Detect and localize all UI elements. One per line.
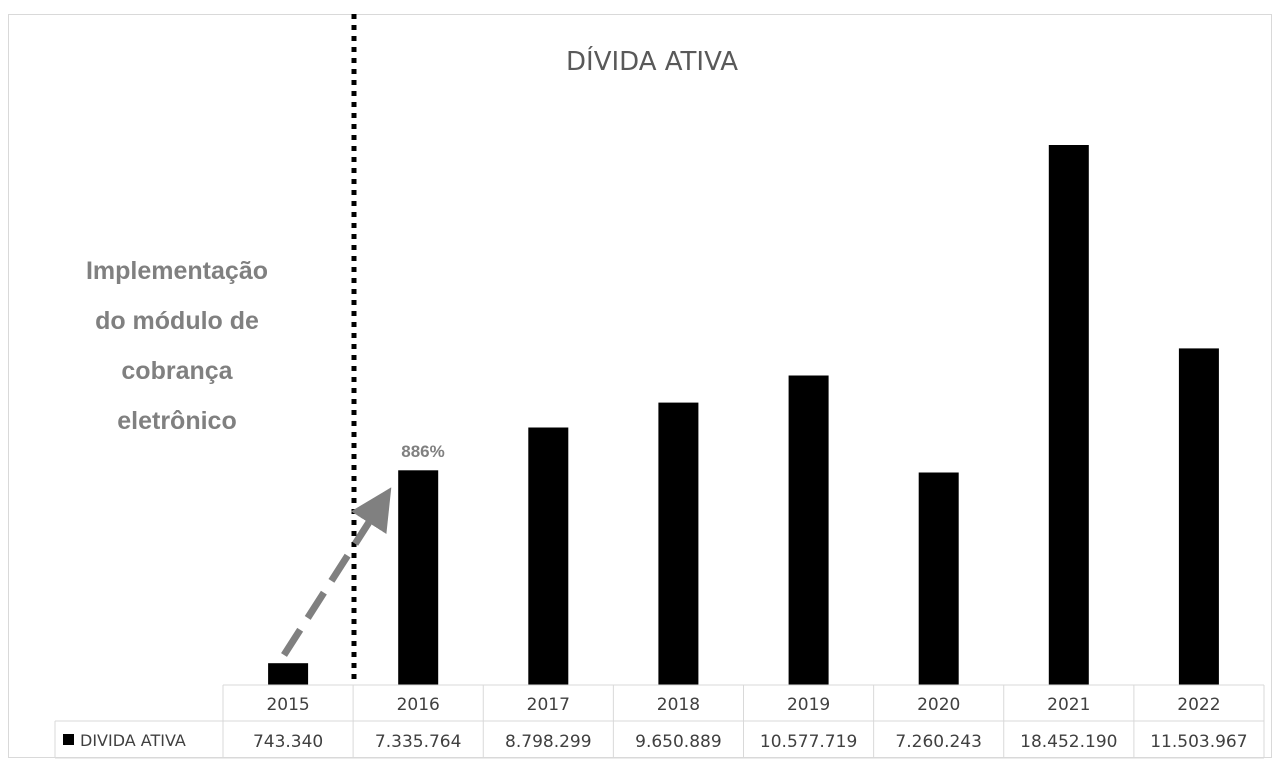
value-label-2022: 11.503.967 bbox=[1150, 732, 1247, 752]
growth-percentage-label: 886% bbox=[401, 442, 444, 461]
category-label-2020: 2020 bbox=[917, 695, 960, 715]
annotation-line-4: eletrônico bbox=[117, 407, 236, 435]
annotation-line-1: Implementação bbox=[86, 257, 268, 285]
category-label-2015: 2015 bbox=[266, 695, 309, 715]
value-label-2020: 7.260.243 bbox=[895, 732, 982, 752]
category-label-2018: 2018 bbox=[657, 695, 700, 715]
value-label-2018: 9.650.889 bbox=[635, 732, 722, 752]
bar-2020 bbox=[918, 472, 959, 685]
category-label-2021: 2021 bbox=[1047, 695, 1090, 715]
value-label-2016: 7.335.764 bbox=[375, 732, 462, 752]
data-table: 2015 743.340 2016 7.335.764 2017 8.798.299 201… bbox=[54, 684, 1265, 759]
bar-2021 bbox=[1048, 145, 1089, 685]
bar-2016 bbox=[398, 470, 439, 685]
bar-2022 bbox=[1178, 348, 1219, 685]
category-label-2016: 2016 bbox=[397, 695, 440, 715]
category-label-2017: 2017 bbox=[527, 695, 570, 715]
bar-2017 bbox=[528, 427, 569, 685]
chart-title: DÍVIDA ATIVA bbox=[566, 45, 738, 77]
bar-2019 bbox=[788, 375, 829, 685]
bar-2015 bbox=[268, 663, 309, 685]
value-label-2015: 743.340 bbox=[253, 732, 323, 752]
growth-arrow bbox=[281, 487, 392, 657]
bar-2018 bbox=[658, 402, 699, 685]
category-label-2019: 2019 bbox=[787, 695, 830, 715]
value-label-2021: 18.452.190 bbox=[1020, 732, 1117, 752]
bars-group bbox=[268, 145, 1219, 685]
annotation-line-2: do módulo de bbox=[95, 307, 259, 335]
legend-series-label: DIVIDA ATIVA bbox=[80, 731, 186, 750]
value-label-2019: 10.577.719 bbox=[760, 732, 857, 752]
value-label-2017: 8.798.299 bbox=[505, 732, 592, 752]
category-label-2022: 2022 bbox=[1177, 695, 1220, 715]
annotation-line-3: cobrança bbox=[121, 357, 233, 385]
legend-swatch bbox=[63, 734, 74, 745]
